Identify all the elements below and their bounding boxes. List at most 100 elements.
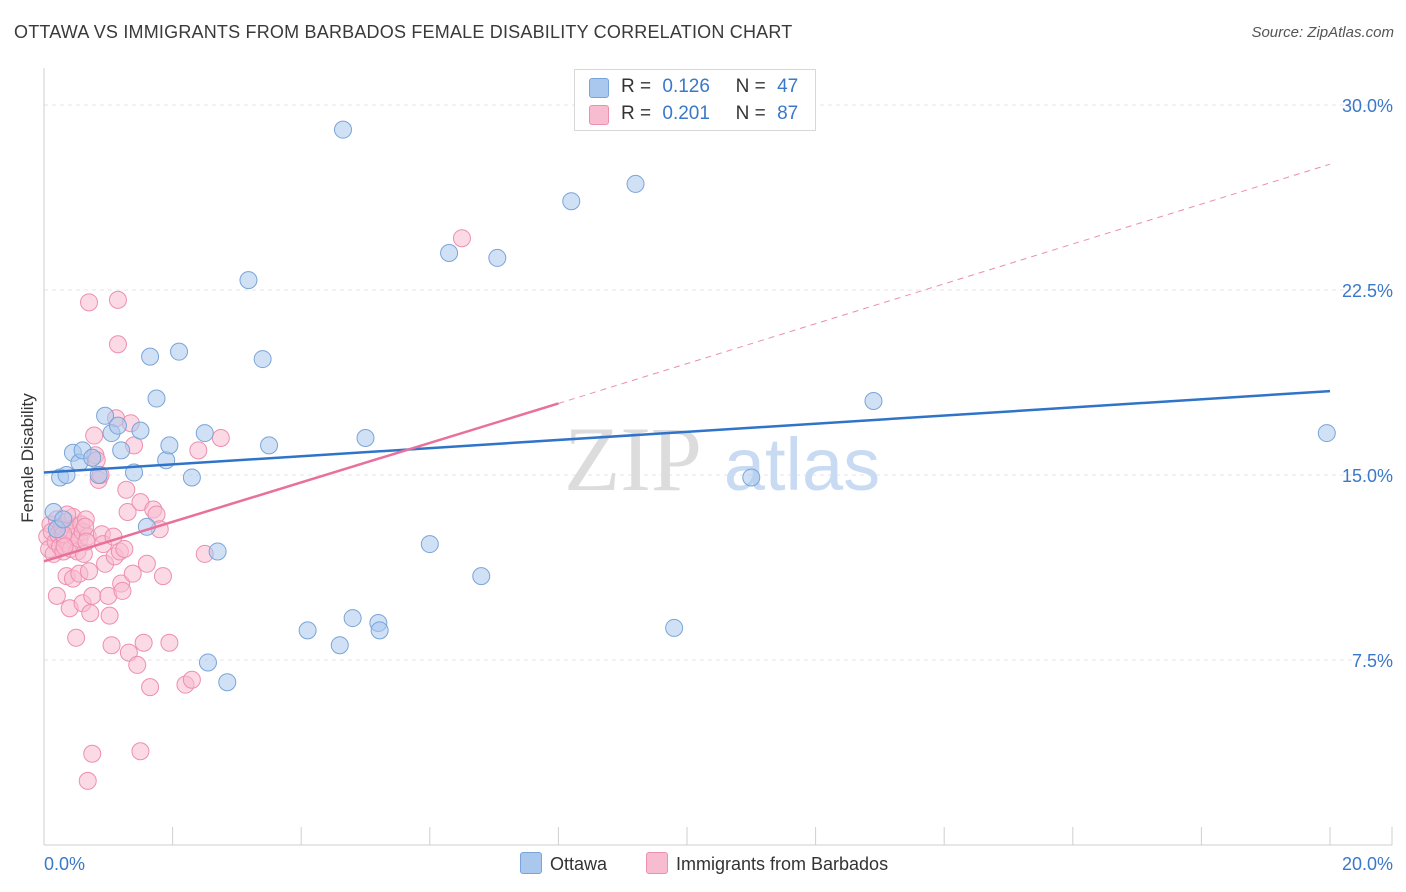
- barbados-trend-extension: [558, 163, 1331, 404]
- legend-n-label: N =: [735, 103, 766, 124]
- ottawa-point: [83, 448, 102, 467]
- legend-r-label: R =: [621, 76, 652, 97]
- legend-n-value: 87: [777, 103, 799, 124]
- barbados-point: [108, 335, 127, 354]
- ottawa-point: [298, 621, 317, 640]
- barbados-point: [83, 744, 102, 763]
- y-tick-label: 30.0%: [1342, 96, 1393, 116]
- legend-n-label: N =: [735, 76, 766, 97]
- barbados-point: [128, 655, 147, 674]
- bottom-legend-ottawa: Ottawa: [520, 852, 607, 875]
- ottawa-point: [89, 466, 108, 484]
- ottawa-point: [108, 416, 127, 435]
- ottawa-point: [208, 542, 227, 561]
- ottawa-point: [57, 466, 76, 484]
- barbados-point: [119, 643, 138, 662]
- ottawa-point: [356, 429, 375, 447]
- legend-swatch-blue: [589, 78, 609, 98]
- ottawa-point: [182, 468, 201, 487]
- ottawa-point: [1317, 424, 1336, 443]
- barbados-point: [108, 290, 127, 309]
- ottawa-point: [198, 653, 217, 672]
- ottawa-point: [239, 271, 258, 290]
- barbados-point: [80, 293, 99, 312]
- chart-title: OTTAWA VS IMMIGRANTS FROM BARBADOS FEMAL…: [14, 22, 793, 42]
- x-tick-label: 20.0%: [1342, 854, 1393, 874]
- ottawa-point: [333, 120, 352, 139]
- bottom-legend-label-ottawa: Ottawa: [550, 854, 608, 874]
- ottawa-point: [370, 621, 389, 640]
- ottawa-point: [131, 421, 150, 440]
- gridlines: [44, 104, 1392, 661]
- ottawa-point: [253, 350, 272, 369]
- barbados-point: [83, 586, 102, 605]
- ottawa-point: [260, 436, 279, 455]
- ottawa-point: [195, 424, 214, 443]
- points-barbados: [38, 229, 471, 790]
- barbados-point: [182, 670, 201, 689]
- legend-n-value: 47: [777, 76, 799, 97]
- ottawa-point: [420, 535, 439, 554]
- barbados-point: [102, 636, 121, 655]
- watermark: ZIP atlas: [564, 408, 880, 510]
- x-tick-label: 0.0%: [44, 854, 85, 874]
- legend-r-value: 0.201: [662, 103, 710, 124]
- ottawa-point: [96, 406, 115, 425]
- barbados-point: [118, 503, 137, 521]
- barbados-point: [100, 606, 119, 625]
- ottawa-point: [147, 389, 166, 408]
- ottawa-point: [54, 510, 73, 529]
- barbados-point: [85, 426, 104, 445]
- barbados-point: [134, 633, 153, 652]
- tick-labels: 7.5% 15.0% 22.5% 30.0% 0.0% 20.0%: [44, 96, 1393, 874]
- ottawa-point: [141, 347, 160, 366]
- ottawa-point: [218, 673, 237, 692]
- bottom-legend-swatch-blue: [520, 852, 542, 874]
- watermark-atlas: atlas: [724, 423, 880, 506]
- barbados-point: [141, 678, 160, 697]
- ottawa-trend-line: [43, 389, 1331, 474]
- barbados-point: [47, 586, 66, 605]
- barbados-point: [131, 742, 150, 761]
- legend-r-value: 0.126: [662, 76, 710, 97]
- barbados-point: [115, 540, 134, 558]
- watermark-zip: ZIP: [564, 408, 702, 510]
- ottawa-point: [488, 248, 507, 267]
- ottawa-point: [440, 244, 459, 262]
- ottawa-point: [112, 441, 131, 460]
- barbados-point: [189, 441, 208, 460]
- barbados-point: [67, 628, 86, 647]
- barbados-point: [113, 581, 132, 600]
- barbados-point: [452, 229, 471, 248]
- bottom-legend-swatch-pink: [646, 852, 668, 874]
- barbados-point: [160, 633, 179, 652]
- barbados-point: [80, 562, 99, 581]
- bottom-legend-barbados: Immigrants from Barbados: [646, 852, 888, 875]
- legend-r-label: R =: [621, 103, 652, 124]
- axes: [43, 68, 1393, 846]
- bottom-legend-label-barbados: Immigrants from Barbados: [676, 854, 889, 874]
- legend-swatch-pink: [589, 105, 609, 125]
- source-label: Source: ZipAtlas.com: [1251, 24, 1394, 41]
- ottawa-point: [160, 436, 179, 455]
- barbados-point: [153, 567, 172, 586]
- legend-box: R = 0.126 N = 47 R = 0.201 N = 87: [574, 69, 816, 131]
- ottawa-point: [742, 468, 761, 487]
- trend-lines: [43, 163, 1331, 563]
- points-ottawa: [44, 120, 1336, 692]
- ottawa-point: [330, 636, 349, 655]
- ottawa-point: [626, 174, 645, 193]
- ottawa-point: [343, 609, 362, 628]
- ottawa-point: [864, 392, 883, 410]
- y-tick-label: 7.5%: [1352, 651, 1393, 671]
- barbados-point: [123, 564, 142, 583]
- y-tick-label: 15.0%: [1342, 466, 1393, 486]
- barbados-point: [78, 771, 97, 790]
- barbados-point: [137, 554, 156, 573]
- y-tick-label: 22.5%: [1342, 281, 1393, 301]
- ottawa-point: [665, 618, 684, 637]
- barbados-trend-line: [43, 402, 559, 563]
- barbados-point: [81, 604, 100, 623]
- barbados-point: [211, 429, 230, 447]
